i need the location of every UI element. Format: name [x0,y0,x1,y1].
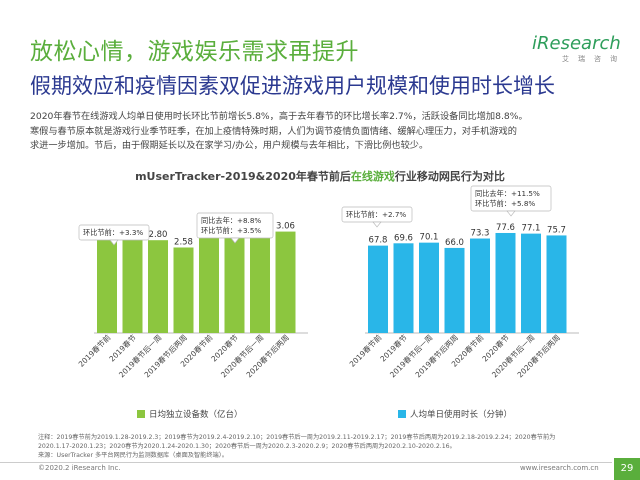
footer-divider [0,462,612,463]
chart-title-prefix: mUserTracker-2019&2020年春节前后 [135,170,351,183]
x-tick-label: 2020春节后两周 [244,332,291,379]
footnote-line: 注释：2019春节前为2019.1.28-2019.2.3；2019春节为201… [38,434,556,441]
logo-text: iResearch [532,33,621,54]
annotation-text: 环比节前：+3.3% [83,228,143,237]
x-tick-label: 2019春节前 [76,332,113,369]
footnote-line: 来源：UserTracker 多平台网民行为监测数据库（桌面及智能终端）。 [38,452,228,459]
chart-title-highlight: 在线游戏 [350,170,395,183]
copyright: ©2020.2 iResearch Inc. [38,464,121,472]
summary-line: 2020年春节在线游戏人均单日使用时长环比节前增长5.8%，高于去年春节的环比增… [30,111,528,122]
legend-duration: 人均单日使用时长（分钟） [398,408,512,420]
bar [495,232,516,333]
bar [521,233,541,333]
bar [122,234,143,333]
data-label: 67.8 [369,236,388,246]
legend-swatch-blue [398,410,406,418]
bar [546,235,567,333]
logo-cn-text: 艾瑞咨询 [562,55,626,63]
data-label: 2.80 [149,230,168,240]
bar [470,238,490,333]
annotation-text: 同比去年：+8.8% [201,216,261,225]
data-label: 66.0 [445,238,464,248]
x-tick-label: 2019春节后一周 [387,332,434,379]
page-subtitle: 假期效应和疫情因素双促进游戏用户规模和使用时长增长 [30,74,555,98]
legend-label: 人均单日使用时长（分钟） [410,410,513,420]
x-tick-label: 2019春节前 [347,332,384,369]
iresearch-logo: iResearch 艾瑞咨询 [532,33,622,69]
legend-swatch-green [137,410,145,418]
bar [97,237,117,333]
x-tick-label: 2020春节后一周 [218,332,265,379]
data-label: 3.06 [276,222,295,232]
x-tick-label: 2019春节后两周 [142,332,189,379]
legend-label: 日均独立设备数（亿台） [149,410,243,420]
annotation-text: 环比节前：+3.5% [201,226,261,235]
annotation-pointer [506,210,516,217]
bar [199,229,219,333]
annotation-pointer [230,237,240,244]
data-label: 77.6 [496,223,515,233]
annotation-pointer [109,239,119,246]
annotation-text: 环比节前：+2.7% [346,210,406,219]
data-label: 73.3 [471,229,490,239]
x-tick-label: 2020春节后一周 [489,332,536,379]
legend-devices: 日均独立设备数（亿台） [137,408,243,420]
bar [224,226,245,333]
x-tick-label: 2019春节后两周 [413,332,460,379]
bar [275,231,296,333]
page-title: 放松心情，游戏娱乐需求再提升 [30,39,359,65]
annotation-text: 同比去年：+11.5% [475,189,540,198]
x-tick-label: 2020春节后两周 [515,332,562,379]
chart-title: mUserTracker-2019&2020年春节前后在线游戏行业移动网民行为对… [0,168,640,184]
bar [250,227,270,333]
data-label: 69.6 [394,233,413,243]
site-url[interactable]: www.iresearch.com.cn [520,464,599,472]
bar [444,247,465,333]
data-label: 77.1 [522,224,541,234]
annotation-pointer [372,221,382,228]
footnotes: 注释：2019春节前为2019.1.28-2019.2.3；2019春节为201… [38,433,618,460]
annotation-text: 环比节前：+5.8% [475,199,535,208]
bar [368,245,388,333]
bar [148,240,168,333]
x-tick-label: 2019春节后一周 [116,332,163,379]
bar [173,247,194,333]
data-label: 75.7 [547,225,566,235]
chart-title-suffix: 行业移动网民行为对比 [394,170,505,183]
summary-paragraph: 2020年春节在线游戏人均单日使用时长环比节前增长5.8%，高于去年春节的环比增… [30,110,620,154]
bar [419,242,439,333]
data-label: 70.1 [420,233,439,243]
page-number: 29 [614,458,640,480]
bar [393,243,414,333]
data-label: 2.58 [174,237,193,247]
summary-line: 寒假与春节原本就是游戏行业季节旺季，在加上疫情特殊时期，人们为调节疫情负面情绪、… [30,125,517,137]
footnote-line: 2020.1.17-2020.1.23；2020春节为2020.1.24-202… [38,443,456,450]
summary-line: 求进一步增加。节后，由于假期延长以及在家学习/办公，用户规模与去年相比，下滑比例… [30,140,429,151]
